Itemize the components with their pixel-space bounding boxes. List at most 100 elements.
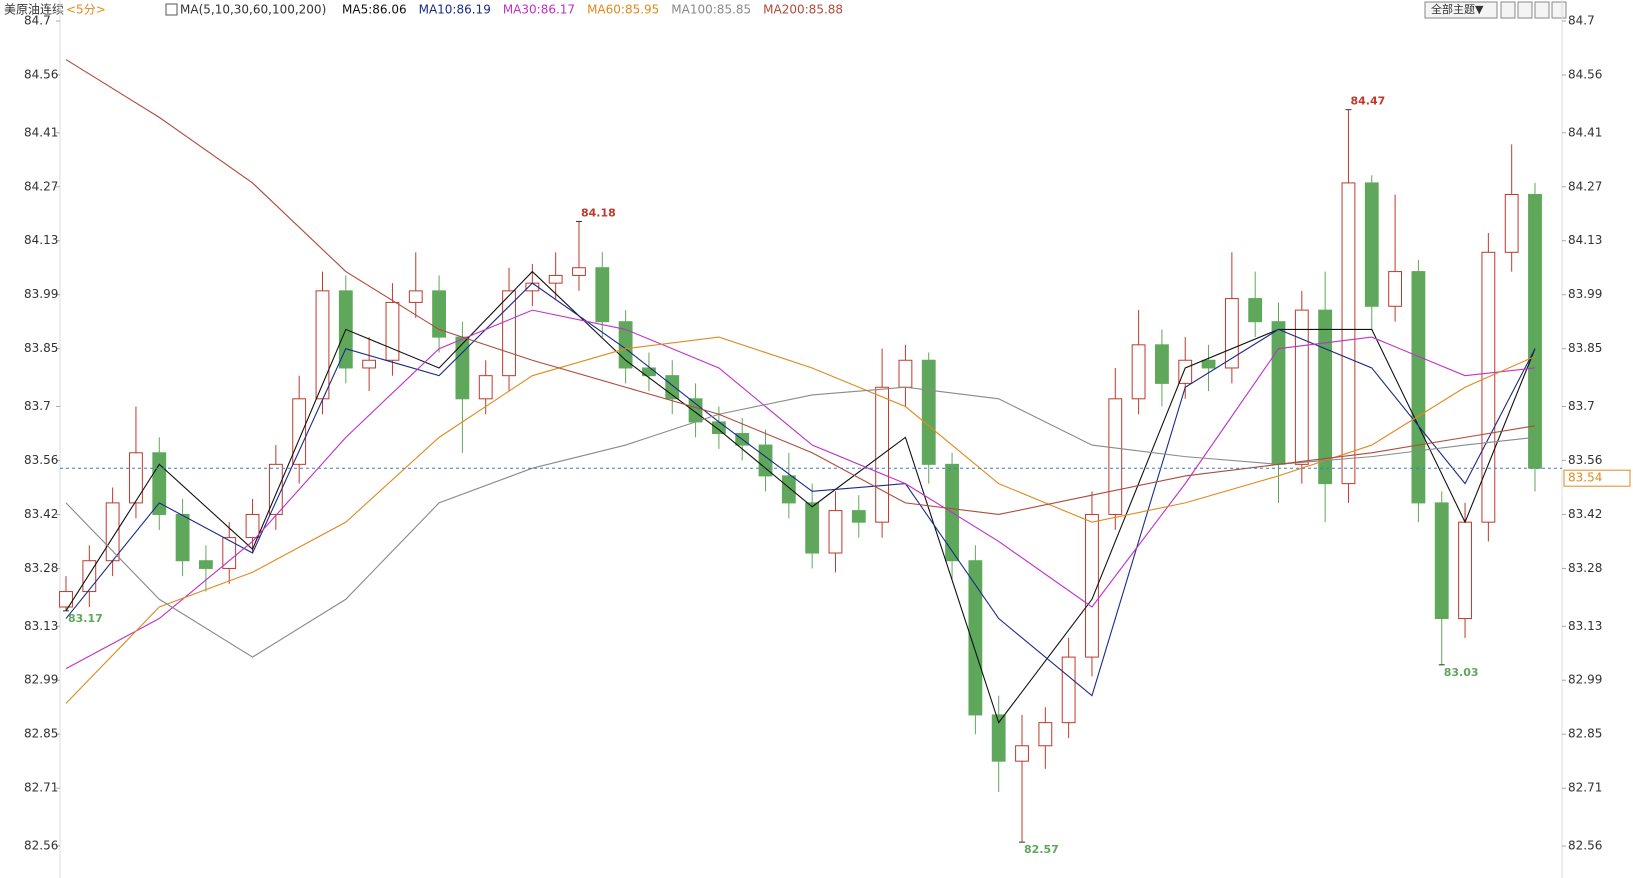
candle-body <box>1388 271 1403 307</box>
candle-body <box>688 398 703 423</box>
y-tick-label: 82.99 <box>24 673 58 687</box>
y-tick-label: 82.56 <box>1568 839 1602 853</box>
candle-body <box>1178 359 1193 384</box>
candle-body <box>1155 344 1169 384</box>
y-tick-label: 82.85 <box>24 727 58 741</box>
y-tick-label: 84.7 <box>24 14 51 28</box>
y-tick-label: 84.13 <box>1568 233 1602 247</box>
candle-body <box>268 463 283 515</box>
y-tick-label: 83.13 <box>1568 619 1602 633</box>
ma-line <box>65 282 1536 697</box>
ma-line <box>65 59 1536 516</box>
candle-body <box>432 290 446 338</box>
y-tick-label: 83.28 <box>1568 561 1602 575</box>
last-price-label: 83.54 <box>1568 471 1602 485</box>
candle-body <box>105 502 120 562</box>
y-tick-label: 83.7 <box>24 399 51 413</box>
indicator: MA(5,10,30,60,100,200) <box>180 3 326 17</box>
candle-body <box>408 290 423 303</box>
y-tick-label: 83.99 <box>1568 287 1602 301</box>
legend-item: MA30:86.17 <box>503 3 575 17</box>
candle-body <box>1341 182 1356 485</box>
candle-body <box>1504 193 1519 253</box>
candle-body <box>82 560 97 593</box>
candle-body <box>991 714 1006 762</box>
y-tick-label: 83.7 <box>1568 399 1595 413</box>
tool-button[interactable] <box>1551 1 1567 19</box>
candle-body <box>1458 521 1472 620</box>
y-tick-label: 83.28 <box>24 561 58 575</box>
candle-body <box>1481 251 1496 523</box>
y-tick-label: 83.56 <box>24 453 58 467</box>
candle-body <box>502 290 516 377</box>
y-tick-label: 82.56 <box>24 839 58 853</box>
candle-body <box>1318 309 1333 485</box>
y-tick-label: 83.42 <box>1568 507 1602 521</box>
candle-body <box>1434 502 1449 620</box>
candle-body <box>1038 722 1053 747</box>
candle-body <box>198 560 213 569</box>
tool-button[interactable] <box>1534 1 1550 19</box>
y-tick-label: 84.27 <box>24 179 58 193</box>
tool-button[interactable] <box>1517 1 1533 19</box>
ma-line <box>65 309 1536 670</box>
y-tick-label: 84.56 <box>24 67 58 81</box>
extreme-label: 83.17 <box>68 612 103 625</box>
theme-button-label[interactable]: 全部主题▼ <box>1431 2 1484 16</box>
candle-body <box>898 359 913 388</box>
candle-body <box>1248 298 1263 323</box>
candle-body <box>129 452 143 504</box>
candle-body <box>828 510 843 554</box>
legend-item: MA60:85.95 <box>587 3 659 17</box>
candle-body <box>921 359 936 465</box>
candle-body <box>595 267 610 323</box>
y-tick-label: 82.85 <box>1568 727 1602 741</box>
legend-item: MA10:86.19 <box>419 3 491 17</box>
candle-body <box>1364 182 1379 307</box>
extreme-label: 84.18 <box>581 206 616 219</box>
ma-line <box>65 386 1536 658</box>
last-price-box <box>1563 469 1631 487</box>
candle-body <box>851 510 866 523</box>
candle-body <box>711 421 726 434</box>
candle-body <box>1131 344 1146 400</box>
theme-button[interactable] <box>1424 1 1498 19</box>
chart-title: 美原油连续 <box>4 2 64 17</box>
ma-line <box>65 270 1536 724</box>
y-tick-label: 83.99 <box>24 287 58 301</box>
candle-body <box>315 290 330 400</box>
y-tick-label: 84.27 <box>1568 179 1602 193</box>
candle-body <box>245 513 260 539</box>
y-tick-label: 83.13 <box>24 619 58 633</box>
extreme-label: 84.47 <box>1350 95 1385 108</box>
y-tick-label: 84.13 <box>24 233 58 247</box>
candle-body <box>572 267 586 276</box>
y-tick-label: 83.85 <box>1568 341 1602 355</box>
candle-body <box>1201 359 1216 369</box>
legend-item: MA100:85.85 <box>671 3 751 17</box>
legend-item: MA200:85.88 <box>763 3 843 17</box>
y-tick-label: 83.56 <box>1568 453 1602 467</box>
candle-body <box>781 475 796 504</box>
indicator-icon <box>165 3 178 16</box>
candle-body <box>1271 321 1286 465</box>
tool-button[interactable] <box>1500 1 1516 19</box>
y-tick-label: 84.41 <box>24 125 58 139</box>
candle-body <box>548 274 563 284</box>
y-tick-label: 84.41 <box>1568 125 1602 139</box>
y-tick-label: 84.56 <box>1568 67 1602 81</box>
ma-line <box>65 336 1536 704</box>
candle-body <box>1015 745 1029 762</box>
candle-body <box>1294 309 1309 465</box>
candle-body <box>292 398 307 465</box>
y-tick-label: 83.42 <box>24 507 58 521</box>
period: <5分> <box>66 3 106 17</box>
y-tick-label: 82.71 <box>24 781 58 795</box>
candle-body <box>968 560 983 716</box>
legend-item: MA5:86.06 <box>342 3 407 17</box>
candle-body <box>175 513 190 562</box>
candle-body <box>478 375 493 400</box>
candle-body <box>362 359 377 369</box>
candle-body <box>385 301 400 361</box>
y-tick-label: 83.85 <box>24 341 58 355</box>
